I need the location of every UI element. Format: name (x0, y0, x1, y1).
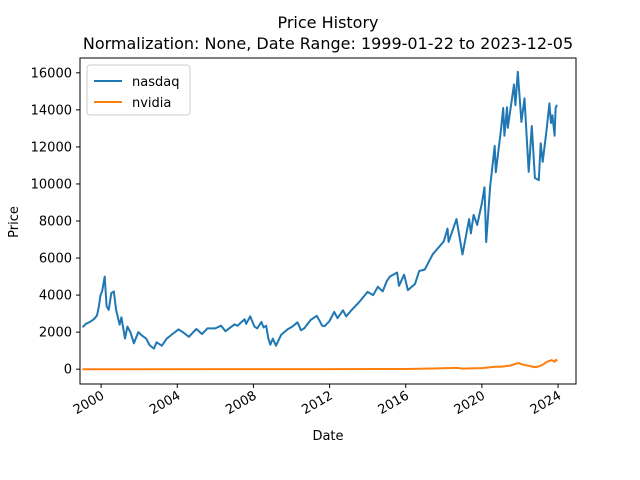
y-tick-label: 2000 (39, 326, 72, 341)
series-line-nasdaq (82, 70, 558, 350)
y-axis: 0 2000 4000 6000 8000 10000 12000 14000 16000 (31, 66, 80, 378)
y-axis-label: Price (7, 206, 22, 238)
legend-label-nvidia: nvidia (132, 96, 171, 111)
plot-area (82, 70, 558, 371)
y-tick-label: 8000 (39, 215, 72, 230)
legend-label-nasdaq: nasdaq (132, 75, 179, 90)
y-tick-label: 14000 (31, 103, 72, 118)
legend: nasdaq nvidia (86, 64, 191, 116)
x-axis-label: Date (312, 429, 343, 444)
y-tick-label: 4000 (39, 289, 72, 304)
axes-frame (79, 57, 577, 385)
y-tick-label: 10000 (31, 177, 72, 192)
series-line-nvidia (82, 358, 558, 371)
y-tick-label: 16000 (31, 66, 72, 81)
chart-subtitle: Normalization: None, Date Range: 1999-01… (83, 34, 573, 53)
y-tick-label: 12000 (31, 140, 72, 155)
y-tick-label: 0 (64, 363, 72, 378)
chart-title: Price History (277, 13, 378, 32)
y-tick-label: 6000 (39, 252, 72, 267)
